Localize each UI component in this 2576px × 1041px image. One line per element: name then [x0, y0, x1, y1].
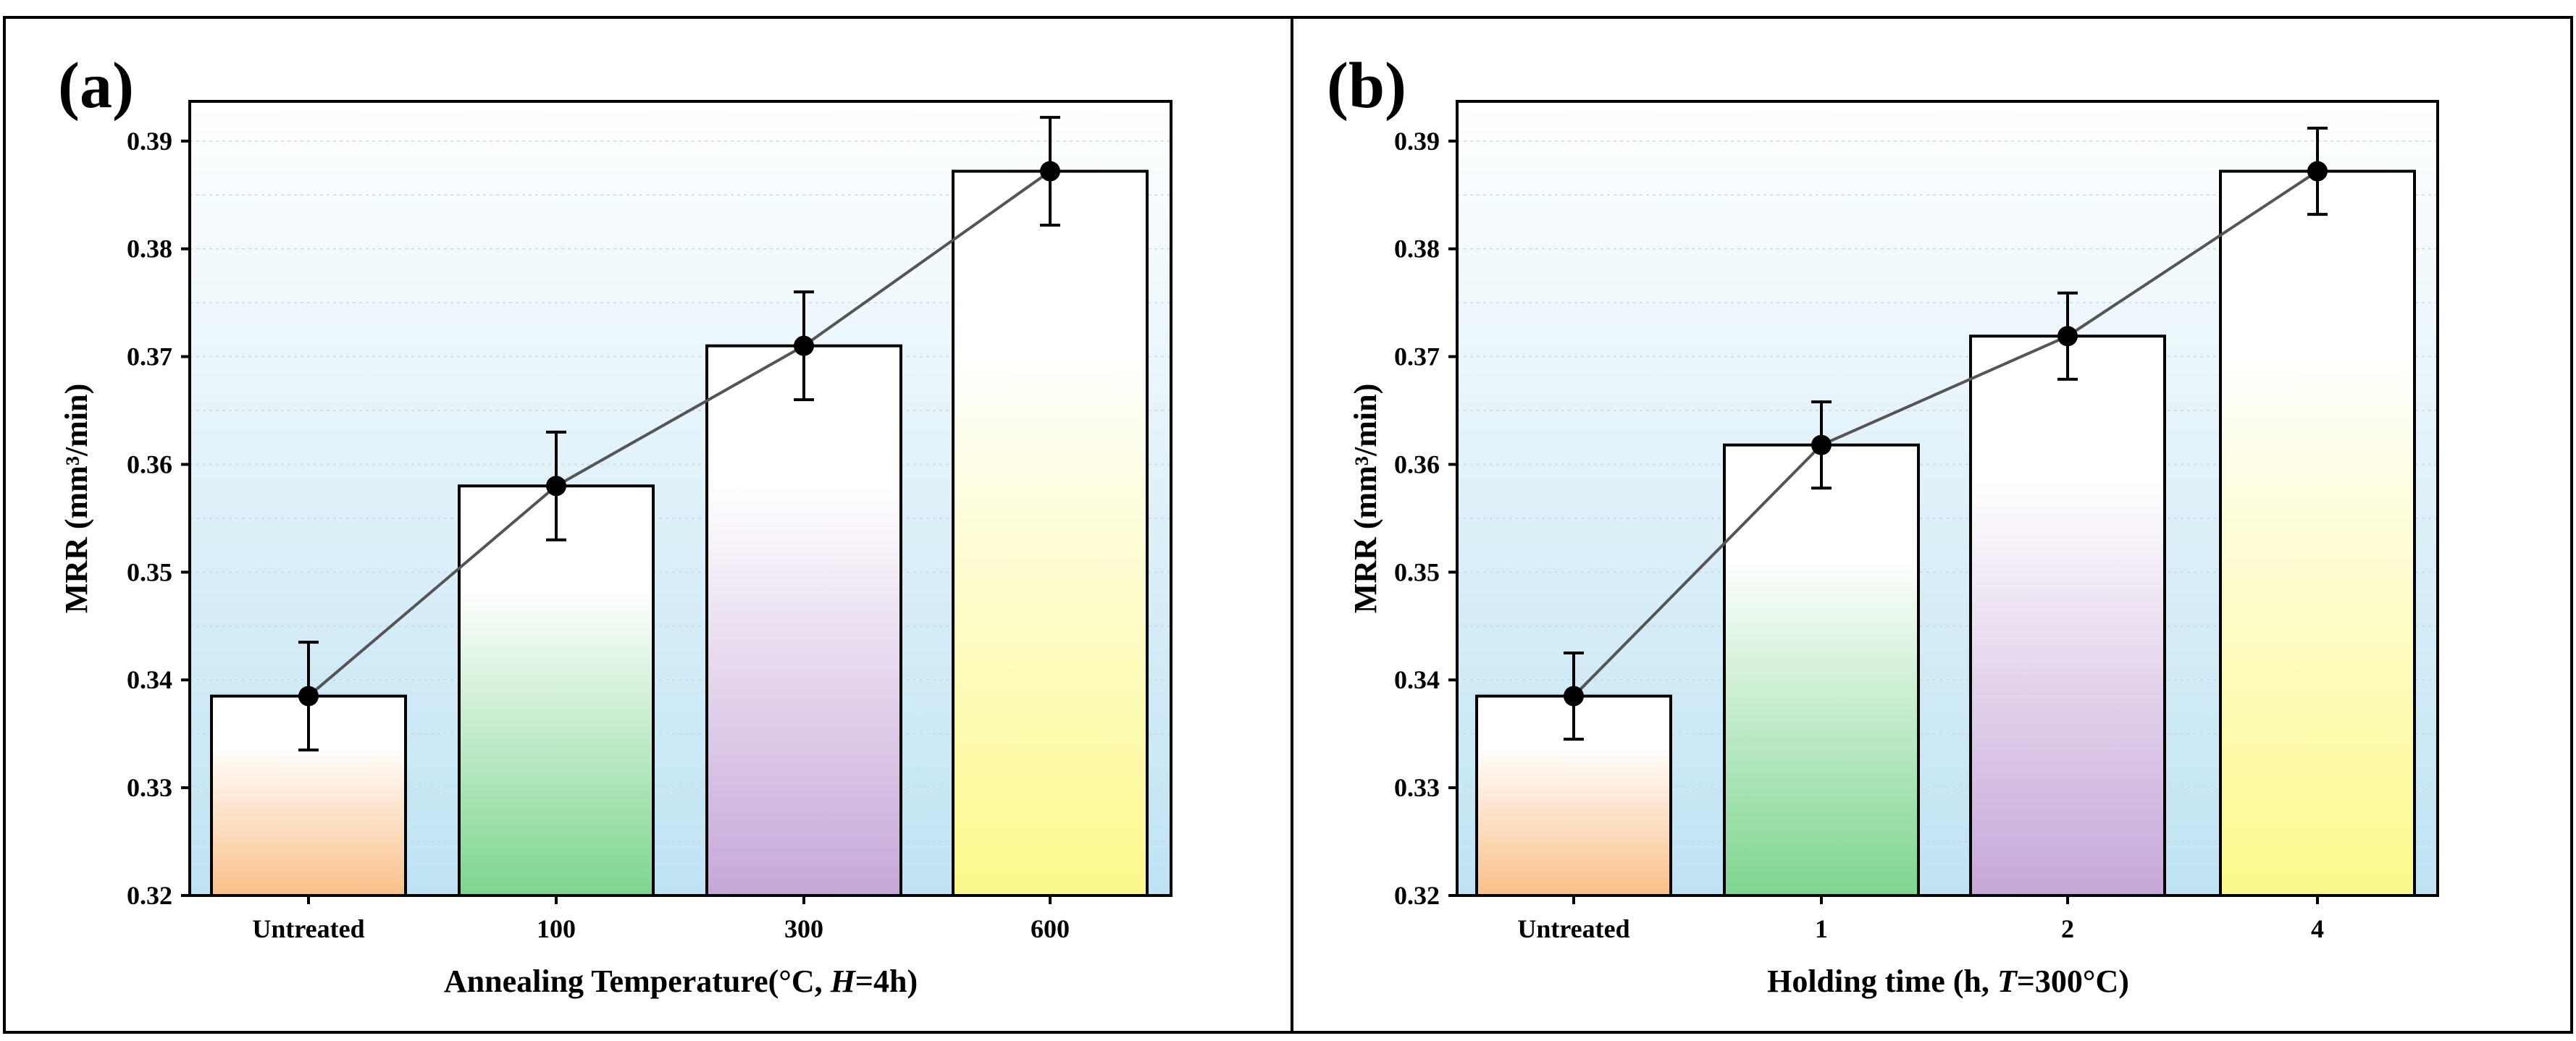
panel-b-series-line	[1572, 169, 2319, 697]
data-point	[546, 476, 566, 497]
panel-b-label: (b)	[1327, 50, 1406, 122]
data-point	[2307, 161, 2328, 182]
bar-600	[952, 169, 1149, 897]
panel-a-y-axis-label: MRR (mm³/min)	[59, 384, 94, 613]
panel-a-markers	[298, 161, 1060, 707]
y-tick-label: 0.36	[1394, 450, 1440, 479]
y-tick-label: 0.35	[1394, 557, 1440, 586]
y-tick-label: 0.38	[1394, 235, 1440, 264]
y-tick-label: 0.33	[1394, 773, 1440, 802]
series-line	[307, 169, 1052, 698]
panel-a-x-axis-label: Annealing Temperature(°C, H=4h)	[444, 964, 918, 999]
panel-a-bars	[210, 169, 1149, 897]
panel-a-y-ticks: 0.32 0.33 0.34 0.35 0.36 0.37 0.38 0.39	[127, 127, 190, 910]
panel-a-label: (a)	[58, 50, 134, 122]
y-tick-label: 0.35	[127, 557, 172, 586]
y-tick-label: 0.32	[1394, 881, 1440, 910]
y-tick-label: 0.38	[127, 235, 172, 264]
bar-2	[1969, 334, 2166, 898]
panel-b-y-axis-label: MRR (mm³/min)	[1348, 384, 1383, 613]
x-tick-label: 100	[537, 914, 576, 943]
panel-b-x-axis-label-part1: Holding time (h,	[1767, 964, 1997, 999]
panel-b-x-axis-label: Holding time (h, T=300°C)	[1767, 964, 2129, 999]
data-point	[2057, 326, 2078, 347]
y-tick-label: 0.33	[127, 773, 172, 802]
data-point	[298, 686, 319, 707]
y-tick-label: 0.37	[127, 342, 172, 371]
x-tick-label: 1	[1815, 914, 1828, 943]
y-tick-label: 0.32	[127, 881, 172, 910]
panel-b-y-ticks: 0.32 0.33 0.34 0.35 0.36 0.37 0.38 0.39	[1394, 127, 1457, 910]
x-tick-label: Untreated	[1517, 914, 1629, 943]
panel-a-x-axis-label-part3: =4h)	[855, 964, 918, 999]
y-tick-label: 0.39	[127, 127, 172, 156]
y-tick-label: 0.34	[127, 665, 172, 694]
x-tick-label: Untreated	[252, 914, 364, 943]
x-tick-label: 600	[1031, 914, 1070, 943]
bar-100	[458, 484, 655, 897]
panel-b-x-axis-label-part2: T	[1997, 964, 2018, 999]
panel-a-x-axis-label-part1: Annealing Temperature(°C,	[444, 964, 831, 999]
panel-b-x-axis-label-part3: =300°C)	[2017, 964, 2129, 999]
bar-300	[705, 344, 902, 897]
y-tick-label: 0.34	[1394, 665, 1440, 694]
panel-a-x-axis-label-part2: H	[830, 964, 857, 999]
data-point	[794, 335, 814, 356]
panel-b-x-ticks: Untreated 1 2 4	[1517, 895, 2324, 943]
series-line	[1572, 169, 2319, 697]
x-tick-label: 2	[2061, 914, 2074, 943]
bar-1	[1723, 443, 1920, 897]
panel-b: (b) 0.32 0.33 0.34 0.35 0.36 0.37 0.38 0.39 Unt…	[1291, 16, 2573, 1034]
x-tick-label: 300	[784, 914, 823, 943]
y-tick-label: 0.37	[1394, 342, 1440, 371]
panel-a-series-line	[307, 169, 1052, 698]
panel-b-markers	[1564, 161, 2328, 707]
panel-a-x-ticks: Untreated 100 300 600	[252, 895, 1070, 943]
y-tick-label: 0.39	[1394, 127, 1440, 156]
data-point	[1811, 434, 1832, 455]
panel-a: (a) 0.32 0.33 0.34 0.35 0.36 0.37 0.38 0.39 Unt…	[3, 16, 1293, 1034]
panel-b-frame	[1291, 16, 2573, 1034]
x-tick-label: 4	[2311, 914, 2324, 943]
data-point	[1564, 686, 1584, 707]
data-point	[1040, 161, 1060, 182]
y-tick-label: 0.36	[127, 450, 172, 479]
panel-a-plot-frame	[188, 100, 1172, 897]
bar-4	[2219, 169, 2416, 897]
panel-b-plot-frame	[1456, 100, 2439, 897]
